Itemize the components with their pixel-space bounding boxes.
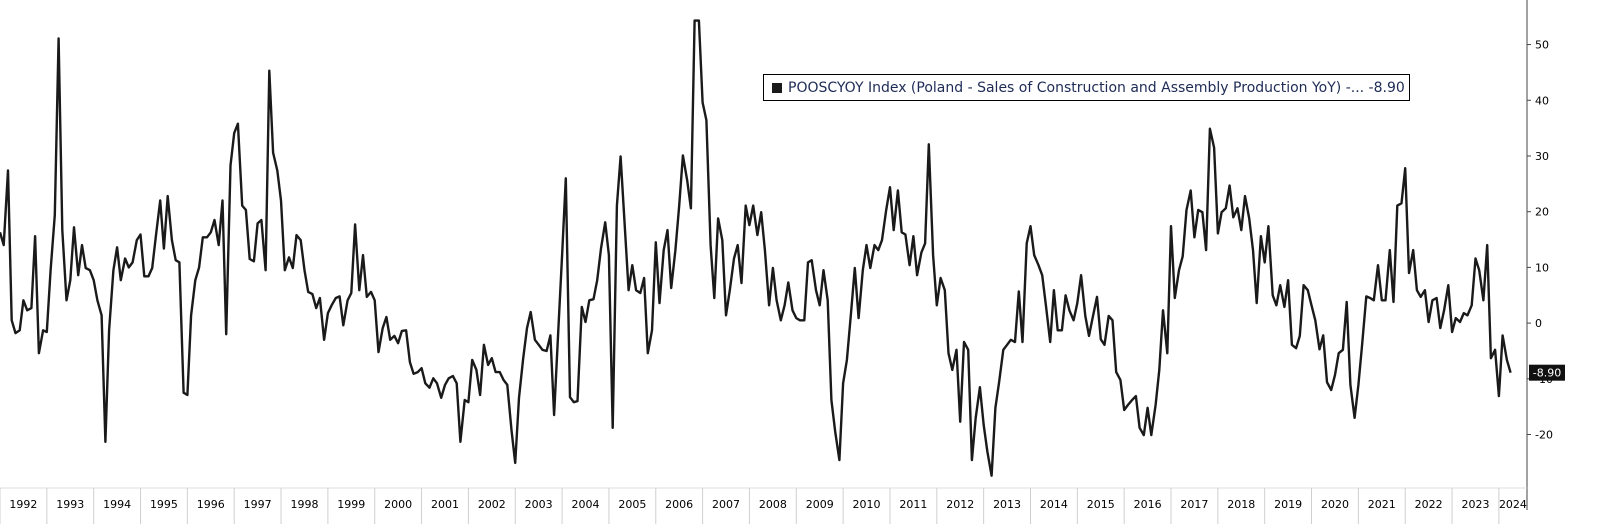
x-tick-label: 2014 (1040, 498, 1068, 511)
x-tick-label: 1992 (9, 498, 37, 511)
x-tick-label: 1995 (150, 498, 178, 511)
x-tick-label: 2015 (1087, 498, 1115, 511)
x-tick-label: 2003 (525, 498, 553, 511)
last-value-label: -8.90 (1533, 367, 1561, 380)
x-tick-label: 1998 (290, 498, 318, 511)
x-tick-label: 2023 (1461, 498, 1489, 511)
y-tick-label: 50 (1535, 39, 1549, 52)
x-tick-label: 1996 (197, 498, 225, 511)
y-tick-label: 40 (1535, 94, 1549, 107)
x-tick-label: 1994 (103, 498, 131, 511)
x-tick-label: 2007 (712, 498, 740, 511)
x-tick-label: 2002 (478, 498, 506, 511)
x-tick-label: 1999 (337, 498, 365, 511)
x-tick-label: 2004 (572, 498, 600, 511)
legend-swatch (772, 82, 782, 93)
x-tick-label: 2019 (1274, 498, 1302, 511)
x-tick-label: 2012 (946, 498, 974, 511)
x-tick-label: 2017 (1180, 498, 1208, 511)
data-line (0, 19, 1512, 477)
last-value-tag (1529, 364, 1565, 381)
x-tick-label: 2020 (1321, 498, 1349, 511)
legend: POOSCYOY Index (Poland - Sales of Constr… (763, 74, 1410, 101)
x-tick-label: 2016 (1134, 498, 1162, 511)
legend-label: POOSCYOY Index (Poland - Sales of Constr… (788, 79, 1405, 96)
y-tick-label: 30 (1535, 150, 1549, 163)
x-tick-label: 2024 (1499, 498, 1527, 511)
x-tick-label: 2013 (993, 498, 1021, 511)
x-tick-label: 2001 (431, 498, 459, 511)
y-tick-label: 0 (1535, 317, 1542, 330)
x-tick-label: 1993 (56, 498, 84, 511)
x-tick-label: 2018 (1227, 498, 1255, 511)
x-tick-label: 2022 (1415, 498, 1443, 511)
x-tick-label: 2006 (665, 498, 693, 511)
x-tick-label: 2000 (384, 498, 412, 511)
x-tick-label: 1997 (244, 498, 272, 511)
x-tick-label: 2011 (899, 498, 927, 511)
y-tick-label: 10 (1535, 261, 1549, 274)
y-tick-label: 20 (1535, 206, 1549, 219)
x-tick-label: 2021 (1368, 498, 1396, 511)
x-tick-label: 2010 (853, 498, 881, 511)
y-tick-label: -20 (1535, 429, 1553, 442)
x-tick-label: 2008 (759, 498, 787, 511)
x-tick-label: 2005 (618, 498, 646, 511)
x-tick-label: 2009 (806, 498, 834, 511)
